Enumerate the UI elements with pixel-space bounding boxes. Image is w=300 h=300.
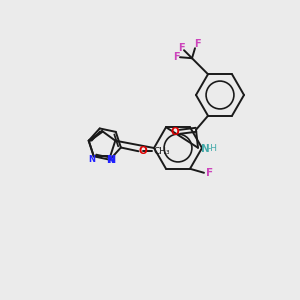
Text: F: F	[173, 52, 179, 62]
Text: F: F	[178, 43, 184, 53]
Text: O: O	[171, 127, 179, 137]
Text: CH₃: CH₃	[153, 147, 170, 156]
Text: N: N	[88, 155, 95, 164]
Text: N: N	[107, 155, 115, 165]
Text: -H: -H	[208, 144, 218, 153]
Text: N: N	[201, 144, 209, 154]
Text: F: F	[194, 39, 200, 49]
Text: F: F	[206, 168, 214, 178]
Text: N: N	[106, 155, 114, 165]
Text: O: O	[138, 146, 147, 156]
